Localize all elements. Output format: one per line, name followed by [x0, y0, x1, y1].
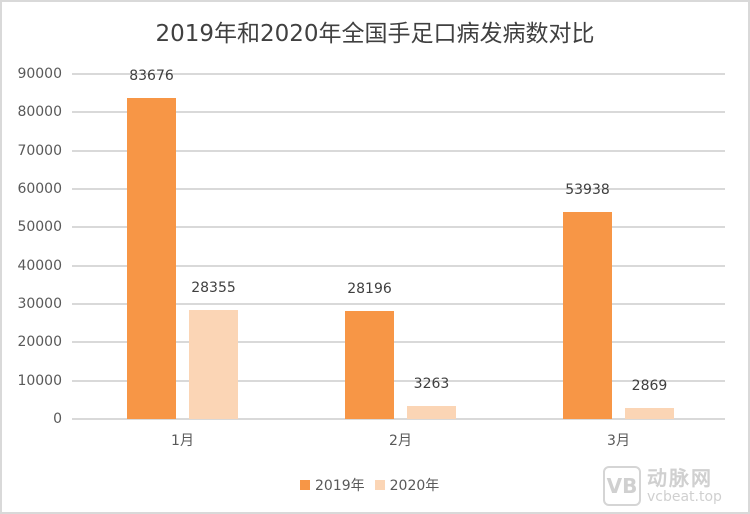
legend-item-2019[interactable]: 2019年: [300, 475, 365, 495]
gridline: [72, 111, 725, 114]
y-tick-label: 10000: [17, 372, 62, 389]
x-tick-label: 3月: [607, 433, 630, 449]
watermark-url: vcbeat.top: [647, 489, 722, 505]
gridline: [72, 341, 725, 344]
legend-label-2019: 2019年: [315, 478, 365, 494]
bar-2020-1[interactable]: [189, 310, 238, 419]
gridline: [72, 418, 725, 420]
bar-2020-3[interactable]: [625, 408, 674, 419]
gridline: [72, 264, 725, 267]
data-label: 83676: [129, 68, 174, 85]
gridline: [72, 188, 725, 190]
watermark-brand: 动脉网: [647, 466, 713, 490]
legend-item-2020[interactable]: 2020年: [374, 475, 440, 495]
gridline: [72, 149, 725, 152]
gridline: [72, 303, 725, 305]
x-tick-label: 1月: [171, 433, 194, 449]
y-tick-label: 30000: [17, 296, 62, 312]
data-label: 28196: [347, 280, 392, 297]
y-tick-label: 20000: [17, 334, 62, 351]
chart-title: 2019年和2020年全国手足口病发病数对比: [155, 21, 595, 47]
y-tick-label: 60000: [17, 181, 62, 197]
data-label: 28355: [191, 280, 236, 297]
gridline: [72, 379, 725, 382]
gridline: [72, 73, 725, 75]
bar-2020-2[interactable]: [407, 406, 456, 419]
data-label: 53938: [565, 182, 610, 199]
data-label: 3263: [413, 376, 450, 393]
y-tick-label: 50000: [17, 219, 62, 236]
x-tick-label: 2月: [389, 433, 412, 449]
data-label: 2869: [631, 378, 668, 394]
bar-2019-2[interactable]: [345, 310, 394, 419]
y-tick-label: 40000: [17, 257, 62, 274]
legend: 2019年 2020年: [300, 475, 449, 495]
watermark: VB 动脉网 vcbeat.top: [603, 463, 743, 509]
legend-label-2020: 2020年: [389, 478, 440, 494]
gridline: [72, 226, 725, 229]
y-tick-label: 70000: [17, 142, 62, 159]
y-tick-label: 90000: [17, 66, 62, 82]
y-tick-label: 80000: [17, 104, 62, 121]
y-tick-label: 0: [53, 411, 62, 427]
bar-2019-3[interactable]: [563, 212, 612, 419]
watermark-logo-icon: VB: [603, 466, 641, 506]
legend-swatch-2019: [300, 480, 310, 490]
bar-2019-1[interactable]: [127, 98, 176, 419]
legend-swatch-2020: [374, 480, 385, 490]
